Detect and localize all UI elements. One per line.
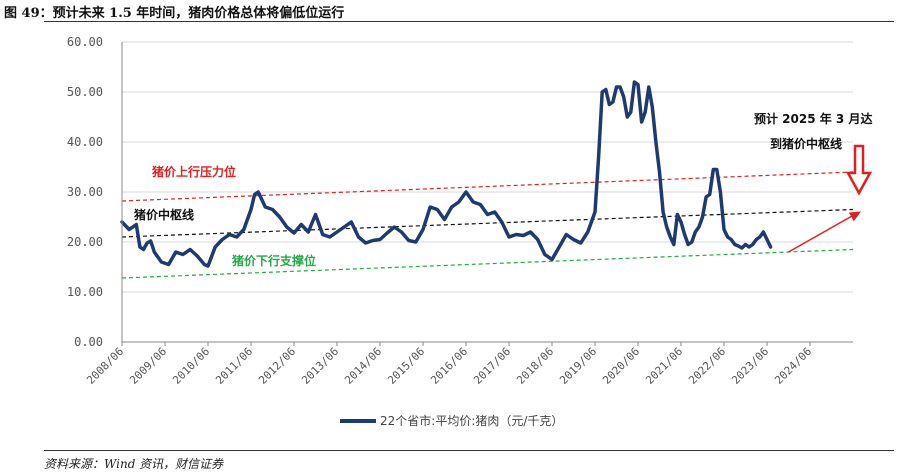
y-tick-label: 60.00 — [67, 35, 103, 49]
x-tick-label: 2016/06 — [428, 345, 470, 387]
legend: 22个省市:平均价:猪肉（元/千克） — [340, 413, 563, 428]
forecast-arrow-line — [788, 214, 854, 253]
y-tick-label: 10.00 — [67, 285, 103, 299]
trendline — [121, 171, 854, 202]
forecast-arrow-head — [848, 211, 861, 222]
series-layer — [120, 80, 773, 268]
x-tick-label: 2022/06 — [686, 345, 728, 387]
trendlines — [121, 171, 854, 279]
x-tick-label: 2010/06 — [170, 345, 212, 387]
x-tick-label: 2015/06 — [385, 345, 427, 387]
x-tick-label: 2017/06 — [471, 345, 513, 387]
x-tick-label: 2008/06 — [84, 345, 126, 387]
x-tick-label: 2009/06 — [127, 345, 169, 387]
figure-title: 图 49：预计未来 1.5 年时间，猪肉价格总体将偏低位运行 — [4, 6, 345, 21]
annotation-arrows — [788, 144, 873, 253]
x-tick-label: 2018/06 — [514, 345, 556, 387]
x-tick-label: 2020/06 — [600, 345, 642, 387]
y-tick-label: 20.00 — [67, 235, 103, 249]
forecast-note-line1: 预计 2025 年 3 月达 — [754, 111, 872, 126]
x-tick-label: 2023/06 — [729, 345, 771, 387]
x-tick-label: 2012/06 — [256, 345, 298, 387]
grid — [122, 41, 853, 293]
center-trend-label: 猪价中枢线 — [133, 207, 194, 222]
down-arrow-icon — [845, 144, 873, 196]
x-tick-label: 2011/06 — [213, 345, 255, 387]
x-tick-label: 2014/06 — [342, 345, 384, 387]
trendline — [121, 248, 854, 279]
chart-svg: 0.00 10.00 20.00 30.00 40.00 50.00 60.00 2008/0… — [67, 35, 873, 428]
series-line — [120, 80, 773, 268]
x-tick-label: 2013/06 — [299, 345, 341, 387]
lower-trend-label: 猪价下行支撑位 — [231, 253, 316, 268]
x-tick-label: 2024/06 — [772, 345, 814, 387]
top-rule — [44, 21, 894, 22]
source-note: 资料来源：Wind 资讯，财信证券 — [44, 457, 224, 471]
y-tick-label: 50.00 — [67, 85, 103, 99]
y-tick-label: 30.00 — [67, 185, 103, 199]
legend-label: 22个省市:平均价:猪肉（元/千克） — [380, 413, 563, 428]
y-tick-label: 0.00 — [74, 335, 103, 349]
upper-trend-label: 猪价上行压力位 — [151, 164, 236, 179]
x-tick-label: 2019/06 — [557, 345, 599, 387]
trendline — [121, 208, 854, 238]
bottom-rule — [44, 450, 894, 451]
forecast-note-line2: 到猪价中枢线 — [770, 136, 842, 151]
y-tick-label: 40.00 — [67, 135, 103, 149]
x-tick-label: 2021/06 — [643, 345, 685, 387]
